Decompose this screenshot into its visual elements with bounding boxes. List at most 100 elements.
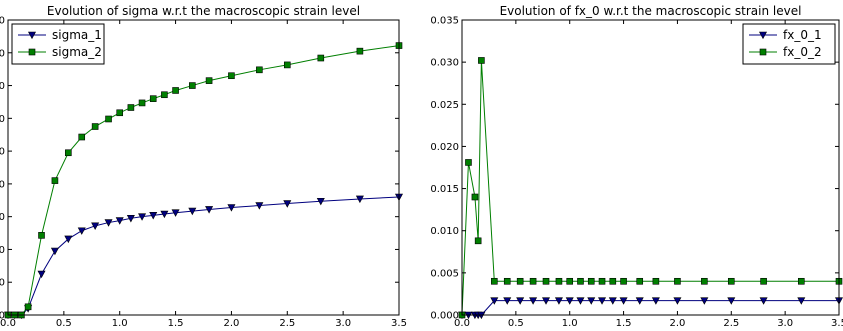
series-line: [461, 60, 839, 316]
legend: sigma_1 sigma_2: [11, 23, 105, 65]
data-point: [38, 232, 45, 239]
data-point: [542, 277, 550, 285]
data-point: [619, 297, 628, 305]
legend-marker: [758, 31, 768, 40]
legend-box: [11, 23, 105, 65]
data-point: [620, 277, 627, 285]
data-point: [189, 82, 196, 89]
data-point: [104, 219, 113, 227]
y-tick-label: 0.005: [430, 268, 459, 279]
y-tick-label: 30: [0, 212, 5, 223]
x-tick-label: 3.5: [391, 318, 407, 329]
data-point: [759, 297, 768, 305]
data-point: [91, 222, 100, 230]
fx0-chart: Evolution of fx_0 w.r.t the macroscopic …: [430, 4, 843, 329]
data-point: [587, 297, 596, 305]
data-point: [797, 277, 805, 285]
data-point: [542, 297, 551, 305]
x-tick-label: 1.0: [562, 318, 578, 329]
data-point: [700, 297, 709, 305]
plot-frame: [461, 19, 840, 316]
data-point: [50, 247, 59, 256]
data-point: [24, 303, 32, 311]
x-tick-label: 0.0: [454, 318, 470, 329]
data-point: [701, 277, 708, 285]
data-point: [255, 202, 264, 210]
data-point: [674, 277, 681, 285]
y-tick-label: 70: [0, 81, 5, 92]
data-point: [227, 204, 236, 212]
legend-label: fx_0_2: [783, 45, 822, 59]
legend-label: fx_0_1: [783, 28, 822, 42]
data-point: [205, 77, 213, 84]
series-line: [8, 45, 400, 316]
x-tick-label: 2.0: [223, 318, 239, 329]
y-tick-label: 40: [0, 179, 5, 190]
y-tick-label: 0.020: [430, 142, 459, 153]
data-point: [51, 177, 59, 184]
data-point: [471, 193, 479, 201]
data-point: [161, 91, 168, 99]
data-point: [172, 87, 179, 94]
data-point: [171, 209, 180, 217]
data-point: [727, 297, 736, 305]
x-tick-label: 3.5: [831, 318, 843, 329]
data-point: [317, 54, 325, 62]
data-point: [205, 206, 214, 214]
data-point: [37, 270, 46, 279]
x-tick-label: 3.0: [777, 318, 793, 329]
data-point: [355, 195, 364, 204]
data-point: [356, 47, 364, 55]
data-point: [503, 297, 512, 305]
y-tick-label: 0.025: [430, 100, 459, 111]
legend-box: [742, 23, 836, 65]
series-line: [462, 300, 839, 316]
data-point: [474, 237, 482, 245]
data-point: [635, 297, 644, 305]
data-point: [127, 104, 135, 111]
x-tick-label: 0.5: [508, 318, 524, 329]
data-point: [126, 215, 135, 223]
y-tick-label: 0.000: [430, 311, 459, 322]
data-point: [283, 200, 292, 208]
data-point: [490, 297, 499, 305]
data-point: [566, 277, 574, 285]
data-point: [609, 277, 617, 285]
y-tick-label: 0.035: [430, 16, 459, 27]
x-tick-label: 1.5: [616, 318, 632, 329]
legend-label: sigma_1: [52, 28, 102, 42]
data-point: [105, 115, 112, 123]
data-point: [77, 227, 86, 235]
chart-title: Evolution of sigma w.r.t the macroscopic…: [47, 4, 360, 18]
data-point: [598, 277, 606, 285]
y-tick-label: 0.030: [430, 58, 459, 69]
data-point: [565, 297, 574, 305]
x-tick-label: 3.0: [335, 318, 351, 329]
data-point: [727, 277, 735, 285]
data-point: [503, 277, 511, 285]
data-point: [160, 210, 169, 219]
legend-marker: [28, 48, 36, 56]
x-tick-label: 2.5: [723, 318, 739, 329]
data-point: [636, 277, 644, 285]
data-point: [797, 297, 806, 305]
data-point: [760, 277, 767, 285]
data-point: [64, 235, 73, 244]
data-point: [576, 297, 585, 305]
chart-title: Evolution of fx_0 w.r.t the macroscopic …: [500, 4, 802, 18]
x-tick-label: 1.5: [168, 318, 184, 329]
x-tick-label: 1.0: [112, 318, 128, 329]
data-point: [516, 297, 525, 305]
legend-label: sigma_2: [52, 45, 102, 59]
series-fx_0_2: [458, 57, 843, 319]
legend: fx_0_1 fx_0_2: [742, 23, 836, 65]
data-point: [608, 297, 617, 305]
y-tick-label: 90: [0, 16, 5, 27]
x-tick-label: 0.5: [56, 318, 72, 329]
data-point: [228, 72, 235, 80]
data-point: [491, 277, 498, 285]
series-sigma_2: [4, 42, 403, 319]
data-point: [529, 297, 538, 305]
x-tick-label: 2.0: [669, 318, 685, 329]
